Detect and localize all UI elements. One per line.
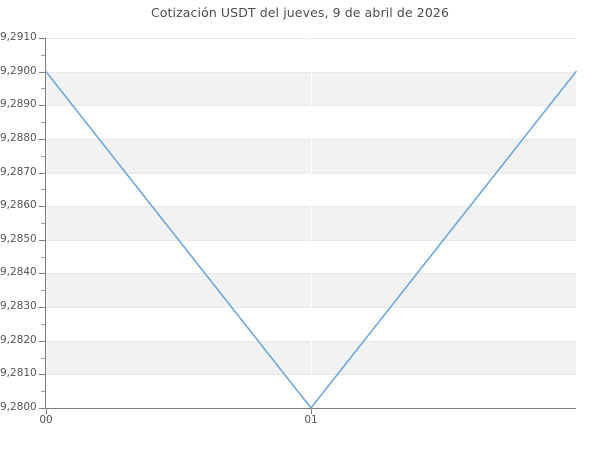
y-axis-tick [39, 105, 45, 107]
y-axis-tick [39, 38, 45, 39]
y-axis-minor-tick [41, 223, 45, 224]
y-axis-tick [39, 138, 45, 140]
y-axis-minor-tick [41, 256, 45, 258]
y-axis-tick-label: 9,2800 [0, 401, 37, 413]
x-axis-tick [46, 409, 47, 414]
y-axis-tick [39, 206, 45, 208]
y-axis-minor-tick [41, 189, 45, 191]
y-axis-tick-label: 9,2900 [0, 64, 37, 77]
y-axis-minor-tick [41, 54, 45, 56]
y-axis-tick [39, 172, 45, 174]
y-axis-tick-label: 9,2880 [0, 131, 37, 144]
x-axis-tick-label: 00 [39, 414, 53, 426]
chart-title: Cotización USDT del jueves, 9 de abril d… [150, 5, 450, 20]
x-axis-tick [311, 409, 312, 414]
y-axis-minor-tick [41, 323, 45, 325]
y-axis-tick-label: 9,2860 [0, 199, 37, 212]
y-axis-tick [39, 374, 45, 376]
y-axis-minor-tick [41, 122, 45, 124]
y-axis-tick-label: 9,2830 [0, 300, 37, 313]
y-axis-tick [39, 239, 45, 241]
y-axis-minor-tick [41, 155, 45, 157]
y-axis-tick [39, 340, 45, 342]
y-axis-tick-label: 9,2870 [0, 165, 37, 178]
y-axis-tick-label: 9,2890 [0, 98, 37, 111]
y-axis-tick [39, 307, 45, 309]
y-axis-minor-tick [41, 88, 45, 90]
y-axis-minor-tick [41, 357, 45, 359]
x-axis-tick-label: 01 [304, 414, 318, 426]
y-axis-tick-label: 9,2810 [0, 367, 37, 380]
y-axis-minor-tick [41, 391, 45, 393]
y-axis-tick [39, 408, 45, 409]
gridline-vertical [311, 38, 312, 408]
y-axis-minor-tick [41, 290, 45, 292]
y-axis-tick-label: 9,2820 [0, 333, 37, 346]
y-axis-tick-label: 9,2840 [0, 266, 37, 279]
y-axis-tick [39, 71, 45, 73]
plot-area [46, 38, 576, 409]
y-axis-tick-label: 9,2850 [0, 232, 37, 245]
y-axis-tick [39, 273, 45, 275]
y-axis-line [45, 38, 46, 409]
y-axis-tick-label: 9,2910 [0, 31, 37, 43]
